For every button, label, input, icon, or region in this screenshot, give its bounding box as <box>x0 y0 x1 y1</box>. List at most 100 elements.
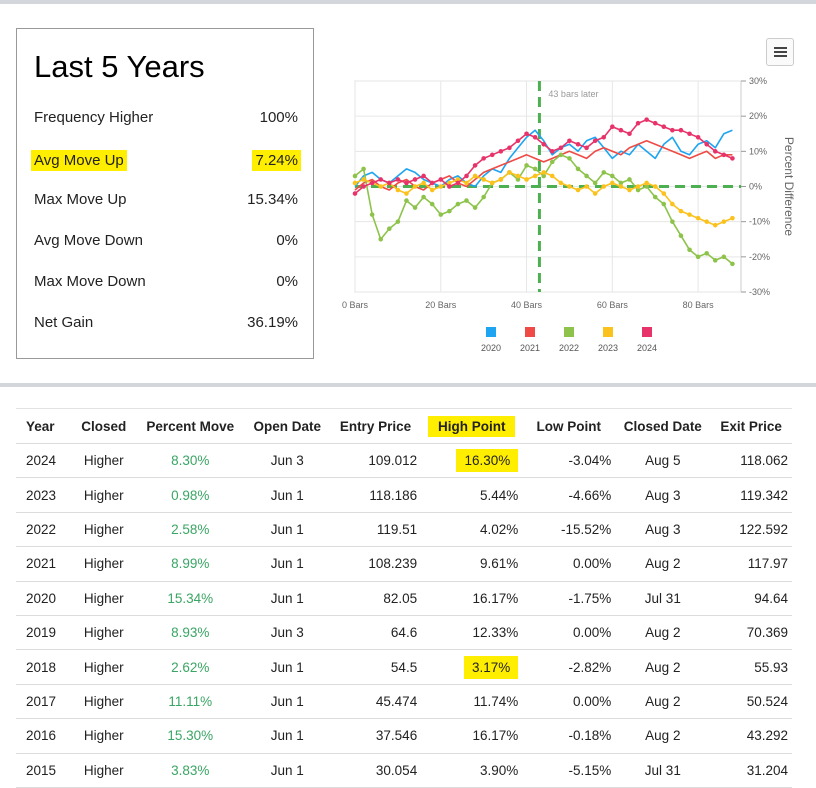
series-point-2024 <box>507 145 512 151</box>
series-point-2023 <box>670 201 675 207</box>
table-cell-year: 2024 <box>16 443 72 479</box>
table-cell-high: 3.90% <box>421 753 523 788</box>
series-point-2023 <box>592 191 598 196</box>
table-cell-exit: 70.369 <box>710 615 792 651</box>
column-header[interactable]: Open Date <box>244 408 330 444</box>
series-point-2023 <box>412 184 418 189</box>
table-cell-high: 9.61% <box>421 546 523 582</box>
y-tick-label: 20% <box>749 111 767 121</box>
table-cell-low: -2.82% <box>522 649 616 685</box>
table-cell-open: Jun 1 <box>244 718 330 754</box>
column-header[interactable]: Entry Price <box>329 408 422 444</box>
series-point-2022 <box>447 208 452 214</box>
series-point-2022 <box>369 212 375 217</box>
series-point-2024 <box>661 124 667 130</box>
stat-label: Net Gain <box>34 314 94 331</box>
summary-title: Last 5 Years <box>34 49 205 84</box>
table-cell-open: Jun 3 <box>244 443 330 479</box>
series-point-2022 <box>421 194 426 200</box>
series-point-2023 <box>584 184 589 189</box>
section-divider <box>0 383 816 387</box>
legend-swatch-2022 <box>564 327 574 337</box>
column-header[interactable]: Year <box>16 408 72 444</box>
series-point-2023 <box>601 184 607 189</box>
series-point-2024 <box>584 145 589 151</box>
table-cell-year: 2018 <box>16 649 72 685</box>
table-row: 2024 Higher 8.30% Jun 3 109.012 16.30% -3.04% A… <box>16 443 792 479</box>
history-table: Year Closed Percent Move Open Date Entry Pri… <box>16 408 792 788</box>
table-cell-pct: 2.62% <box>135 649 245 685</box>
table-cell-entry: 108.239 <box>329 546 422 582</box>
legend-label-2024: 2024 <box>637 343 657 353</box>
column-header[interactable]: Exit Price <box>710 408 792 444</box>
series-point-2022 <box>361 166 366 172</box>
series-point-2024 <box>687 131 692 137</box>
series-point-2023 <box>661 191 667 196</box>
series-point-2023 <box>687 212 692 217</box>
series-point-2023 <box>481 177 486 182</box>
column-header[interactable]: Percent Move <box>135 408 245 444</box>
series-point-2023 <box>507 170 512 175</box>
table-cell-year: 2019 <box>16 615 72 651</box>
table-cell-closed: Higher <box>71 684 136 720</box>
table-row: 2015 Higher 3.83% Jun 1 30.054 3.90% -5.15% Jul… <box>16 753 792 788</box>
column-header[interactable]: Closed Date <box>615 408 711 444</box>
series-point-2022 <box>635 187 641 193</box>
table-cell-cdate: Jul 31 <box>615 753 711 788</box>
table-cell-open: Jun 1 <box>244 512 330 548</box>
table-cell-exit: 117.97 <box>710 546 792 582</box>
series-point-2024 <box>438 177 444 182</box>
series-point-2022 <box>481 194 486 200</box>
stat-value: 36.19% <box>247 314 298 331</box>
table-cell-cdate: Aug 3 <box>615 512 711 548</box>
table-cell-entry: 64.6 <box>329 615 422 651</box>
table-cell-cdate: Aug 2 <box>615 649 711 685</box>
legend-swatch-2021 <box>525 327 535 337</box>
series-point-2024 <box>404 180 409 186</box>
series-point-2023 <box>404 191 409 196</box>
chart-svg: 30% 20% 10% 0% -10% -20% -30% 0 Bars 20 Bars 40 B… <box>342 76 796 353</box>
series-point-2023 <box>627 187 632 193</box>
table-cell-exit: 119.342 <box>710 477 792 513</box>
table-cell-low: -15.52% <box>522 512 616 548</box>
table-cell-pct: 2.58% <box>135 512 245 548</box>
series-point-2024 <box>567 138 572 144</box>
column-header[interactable]: Low Point <box>522 408 616 444</box>
series-point-2024 <box>730 156 735 161</box>
stat-row: Max Move Up 15.34% <box>17 185 315 215</box>
series-point-2022 <box>730 261 735 267</box>
series-point-2024 <box>627 131 632 137</box>
table-cell-closed: Higher <box>71 581 136 616</box>
series-line-2020 <box>354 129 733 188</box>
series-point-2023 <box>549 173 555 179</box>
table-cell-cdate: Aug 2 <box>615 718 711 754</box>
series-point-2023 <box>532 173 538 179</box>
table-cell-low: -5.15% <box>522 753 616 788</box>
table-cell-entry: 30.054 <box>329 753 422 788</box>
series-point-2022 <box>592 180 598 186</box>
hamburger-menu-icon-bar <box>774 55 787 57</box>
table-cell-pct: 0.98% <box>135 477 245 513</box>
table-cell-exit: 50.524 <box>710 684 792 720</box>
table-cell-open: Jun 1 <box>244 581 330 616</box>
series-point-2024 <box>532 134 538 140</box>
stat-value: 100% <box>259 109 298 126</box>
table-row: 2022 Higher 2.58% Jun 1 119.51 4.02% -15.52% Au… <box>16 512 792 548</box>
series-point-2024 <box>429 180 435 186</box>
column-header[interactable]: Closed <box>71 408 136 444</box>
stat-value: 7.24% <box>252 150 301 171</box>
series-point-2023 <box>489 180 495 186</box>
series-point-2022 <box>541 173 547 179</box>
series-point-2022 <box>627 177 632 182</box>
y-tick-label: -20% <box>749 252 770 262</box>
stat-value: 0% <box>276 232 298 249</box>
series-line-2021 <box>354 140 733 191</box>
table-cell-closed: Higher <box>71 477 136 513</box>
legend-swatch-2023 <box>603 327 613 337</box>
series-point-2024 <box>455 180 461 186</box>
stat-label: Max Move Down <box>34 273 146 290</box>
series-point-2024 <box>378 177 384 182</box>
column-header[interactable]: High Point <box>421 408 523 444</box>
chart-menu-button[interactable] <box>766 38 794 66</box>
series-point-2024 <box>524 131 529 137</box>
